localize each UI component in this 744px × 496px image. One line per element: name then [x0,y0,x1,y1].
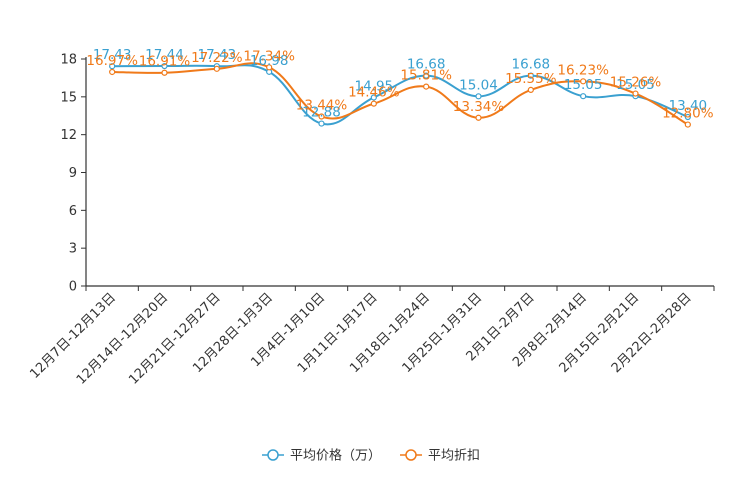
data-label: 16.68 [512,57,551,73]
data-label: 12.88 [302,105,341,121]
data-point [475,93,482,100]
data-point [370,100,377,107]
y-tick-label: 3 [69,242,77,257]
y-tick-label: 6 [69,204,77,219]
axes: 0 3 6 9 12 15 18 12月7日-12月13日12月14日-12月20日12月21… [27,53,715,388]
data-point [213,65,220,72]
series-points [109,62,691,128]
data-label: 17.43 [93,47,132,63]
data-point [109,68,116,76]
data-point [527,72,534,79]
data-point [684,113,691,121]
data-label: 15.05 [616,77,655,93]
data-label: 13.40 [669,98,708,114]
y-tick-label: 18 [60,53,77,68]
legend-marker [405,449,417,461]
data-label: 14.46% [348,85,400,101]
y-tick-label: 12 [60,128,77,143]
y-tick-label: 9 [69,166,77,181]
data-label: 17.43 [198,47,237,63]
data-label: 16.23% [557,62,609,78]
y-tick-label: 15 [60,90,77,105]
data-label: 16.98 [250,53,289,69]
data-point [161,62,168,70]
data-point [161,69,168,76]
data-point [370,94,377,101]
data-point [423,72,430,79]
data-point [318,113,325,120]
data-point [580,93,587,100]
data-point [109,63,116,70]
data-label: 14.95 [355,78,394,94]
data-point [580,78,587,85]
data-label: 16.91% [139,54,191,70]
data-label: 17.34% [243,48,295,64]
data-point [423,83,430,90]
data-label: 15.55% [505,71,557,87]
data-label: 13.44% [296,98,348,114]
data-label: 16.68 [407,57,446,73]
data-label: 15.26% [610,75,662,91]
data-point [632,90,639,97]
data-point [527,86,534,93]
data-label: 15.05 [564,77,603,93]
data-point [684,121,691,128]
legend: 平均价格（万） 平均折扣 [262,448,480,464]
data-point [475,114,482,121]
data-label: 12.80% [662,106,714,122]
y-tick-label: 0 [69,280,77,295]
x-tick-label: 12月21日-12月27日 [126,290,223,387]
data-label: 15.04 [459,77,498,93]
data-label: 13.34% [453,99,505,115]
legend-label: 平均折扣 [428,449,480,464]
data-label: 15.81% [400,68,452,84]
x-tick-label: 12月7日-12月13日 [27,290,119,382]
legend-label: 平均价格（万） [290,448,381,464]
legend-marker [267,449,279,461]
data-point [318,120,325,127]
x-tick-label: 12月14日-12月20日 [74,290,171,387]
data-point [266,64,273,71]
data-label: 17.44 [145,47,184,63]
data-labels: 17.43 17.44 17.43 16.98 12.88 14.95 16.68 15.04… [86,47,713,122]
data-label: 16.97% [86,53,138,69]
data-label: 17.22% [191,50,243,66]
